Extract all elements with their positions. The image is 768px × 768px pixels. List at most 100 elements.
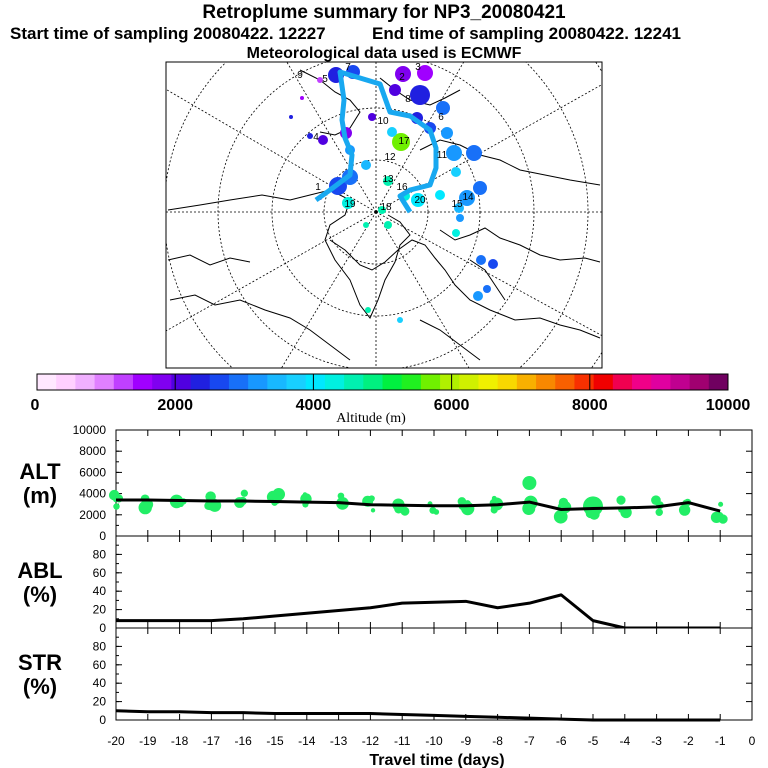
x-tick-label: -20: [107, 734, 125, 748]
alt-scatter-point: [302, 492, 307, 497]
colorbar-swatch: [286, 374, 307, 390]
y-tick-label: 6000: [79, 465, 106, 479]
panel-ylabel: STR: [18, 650, 62, 675]
y-tick-label: 2000: [79, 508, 106, 522]
x-tick-label: -17: [203, 734, 221, 748]
panel-abl: 0 20 40 60 80 ABL(%): [17, 535, 753, 635]
alt-scatter-point: [678, 504, 691, 516]
x-tick-label: -12: [362, 734, 380, 748]
x-tick-label: -13: [330, 734, 348, 748]
colorbar-swatch: [113, 374, 134, 390]
x-axis-label: Travel time (days): [369, 752, 504, 768]
map-marker-label: 13: [382, 174, 394, 185]
map-marker-label: 17: [398, 136, 410, 147]
colorbar-swatch: [632, 374, 652, 390]
colorbar-swatch: [324, 374, 345, 390]
map-marker-label: 5: [322, 74, 328, 85]
x-tick-label: -14: [298, 734, 316, 748]
colorbar-swatch: [228, 374, 249, 390]
alt-scatter-point: [655, 508, 663, 517]
altitude-colorbar: [36, 373, 729, 391]
x-tick-label: -11: [394, 734, 411, 748]
map-frame: [165, 61, 603, 369]
panel-frame: [115, 627, 753, 721]
alt-scatter-point: [558, 500, 568, 510]
colorbar-swatch: [267, 374, 287, 390]
colorbar-swatch: [574, 374, 595, 390]
panel-frame: [115, 429, 753, 537]
series-line-str: [115, 709, 721, 722]
alt-scatter-point: [651, 495, 661, 506]
colorbar-swatch: [152, 374, 172, 390]
colorbar-swatch: [497, 374, 518, 390]
colorbar-swatch: [440, 374, 460, 390]
y-tick-label: 40: [93, 676, 107, 690]
y-tick-label: 8000: [79, 444, 106, 458]
x-tick-label: -6: [556, 734, 567, 748]
x-tick-label: -18: [171, 734, 189, 748]
map-marker-label: 12: [384, 152, 396, 163]
colorbar-swatch: [94, 374, 115, 390]
panel-str: 0 20 40 60 80 STR(%): [18, 627, 753, 727]
x-tick-label: -2: [683, 734, 694, 748]
colorbar-swatch: [37, 374, 57, 390]
alt-scatter-point: [583, 496, 603, 517]
y-tick-label: 10000: [73, 423, 107, 437]
map-marker-label: 11: [437, 150, 448, 161]
colorbar-tick-label: 2000: [157, 397, 193, 414]
alt-scatter-point: [240, 489, 248, 497]
graticule: [166, 62, 602, 368]
colorbar-swatch: [190, 374, 211, 390]
trajectory-line: [314, 69, 439, 214]
x-tick-label: 0: [749, 734, 756, 748]
colorbar-swatch: [612, 374, 633, 390]
x-tick-labels: -20 -19 -18 -17 -16 -15 -14 -13 -12 -11 -10 -9 -8 -7-…: [107, 734, 755, 748]
panel-ylabel-units: (%): [23, 674, 57, 699]
colorbar-swatch: [56, 374, 76, 390]
map-marker-label: 7: [345, 62, 351, 73]
colorbar-swatch: [555, 374, 575, 390]
y-tick-label: 20: [93, 603, 107, 617]
colorbar-swatch: [536, 374, 556, 390]
panel-ylabel-units: (m): [23, 483, 57, 508]
alt-scatter-point: [108, 489, 120, 501]
y-tick-label: 60: [93, 658, 107, 672]
colorbar-swatch: [593, 374, 614, 390]
y-tick-label: 0: [99, 529, 106, 543]
colorbar-label: Altitude (m): [336, 411, 406, 426]
met-data-label: Meteorological data used is ECMWF: [246, 45, 522, 62]
x-tick-label: -16: [235, 734, 253, 748]
panel-ylabel: ABL: [17, 558, 62, 583]
alt-scatter-point: [433, 509, 440, 515]
alt-scatter-point: [522, 476, 537, 490]
x-tick-label: -15: [266, 734, 284, 748]
map-marker-label: 1: [315, 182, 321, 193]
alt-scatter-point: [113, 503, 120, 510]
x-tick-label: -4: [619, 734, 630, 748]
colorbar-swatch: [209, 374, 230, 390]
x-tick-label: -9: [460, 734, 471, 748]
colorbar-tick-labels: 0 2000 4000 6000 8000 10000: [31, 397, 751, 414]
x-tick-label: -7: [524, 734, 535, 748]
x-tick-label: -19: [139, 734, 157, 748]
panel-frame: [115, 535, 753, 629]
map-marker-label: 9: [297, 70, 303, 81]
start-time-label: Start time of sampling 20080422. 12227: [10, 24, 326, 43]
alt-scatter-point: [370, 508, 376, 513]
figure-title: Retroplume summary for NP3_20080421: [202, 2, 566, 23]
colorbar-swatch: [248, 374, 268, 390]
map-marker-label: 6: [438, 112, 444, 123]
colorbar-tick-label: 0: [31, 397, 40, 414]
colorbar-swatch: [171, 374, 191, 390]
map-marker-label: 19: [344, 199, 356, 210]
map-marker-label: 10: [377, 116, 389, 127]
alt-scatter-point: [616, 495, 626, 505]
alt-scatter-point: [337, 492, 345, 500]
colorbar-tick-label: 4000: [296, 397, 332, 414]
alt-scatter-point: [368, 495, 375, 502]
colorbar-tick-label: 10000: [706, 397, 751, 414]
map-marker-label: 3: [415, 62, 421, 73]
panel-ylabel: ALT: [19, 459, 61, 484]
